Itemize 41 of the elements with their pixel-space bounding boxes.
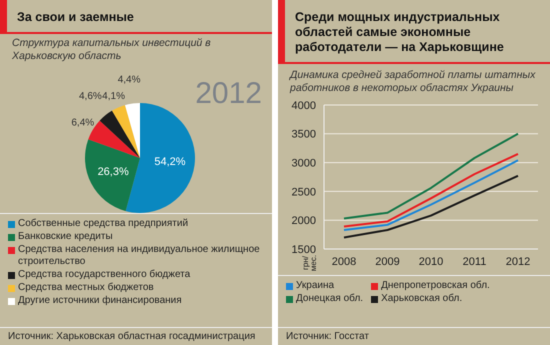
chart-title: За свои и заемные — [17, 10, 134, 24]
chart-subtitle: Структура капитальных инвестиций в Харьковскую область — [11, 36, 212, 63]
pie-slice — [112, 105, 140, 158]
data-label: 4,4% — [118, 74, 141, 86]
legend-label: Собственные средства предприятий — [18, 218, 188, 230]
pie-slice — [124, 103, 140, 158]
y-tick-label: 3500 — [292, 128, 316, 141]
y-tick-label: 3000 — [292, 158, 316, 170]
legend-label: Харьковская обл. — [381, 293, 462, 305]
pie-slice — [100, 110, 140, 158]
chart-title: Среди мощных индустриальных областей самые экономные работодатели — на Харьковщине — [295, 10, 505, 54]
legend-label: Средства государственного бюджета — [18, 269, 190, 281]
y-tick-label: 2500 — [292, 186, 316, 198]
legend-label: Другие источники финансирования — [18, 295, 182, 307]
line-series — [343, 174, 519, 238]
x-tick-label: 2012 — [506, 256, 530, 268]
y-axis-title: грн/ мес. — [301, 254, 318, 274]
x-tick-label: 2010 — [418, 256, 444, 268]
legend-label: Днепропетровская обл. — [381, 280, 490, 292]
chart-subtitle: Динамика средней заработной платы штатных работников в некоторых областях Украины — [288, 68, 536, 95]
data-label: 4,1% — [102, 90, 126, 102]
legend-label: Банковские кредиты — [18, 231, 113, 243]
data-label: 26,3% — [98, 166, 129, 178]
legend-label: Украина — [296, 280, 334, 292]
x-tick-label: 2011 — [462, 256, 486, 268]
text: Источник: Харьковская областная госадминистрация — [0, 327, 272, 345]
legend-label: Средства населения на индивидуальное жилищное строительство — [18, 244, 261, 268]
pie-slice — [85, 139, 140, 212]
legend-label: Средства местных бюджетов — [18, 282, 154, 294]
text: 2012 — [195, 77, 262, 111]
y-tick-label: 4000 — [292, 100, 316, 112]
y-tick-label: 2000 — [292, 215, 316, 228]
x-tick-label: 2008 — [332, 256, 356, 268]
data-label: 54,2% — [154, 156, 186, 168]
data-label: 4,6% — [79, 91, 102, 102]
text: Источник: Госстат — [278, 327, 550, 345]
legend-label: Донецкая обл. — [296, 293, 364, 305]
y-tick-label: 1500 — [292, 244, 316, 256]
data-label: 6,4% — [71, 118, 94, 129]
x-tick-label: 2009 — [375, 256, 400, 268]
line-series — [343, 132, 519, 220]
